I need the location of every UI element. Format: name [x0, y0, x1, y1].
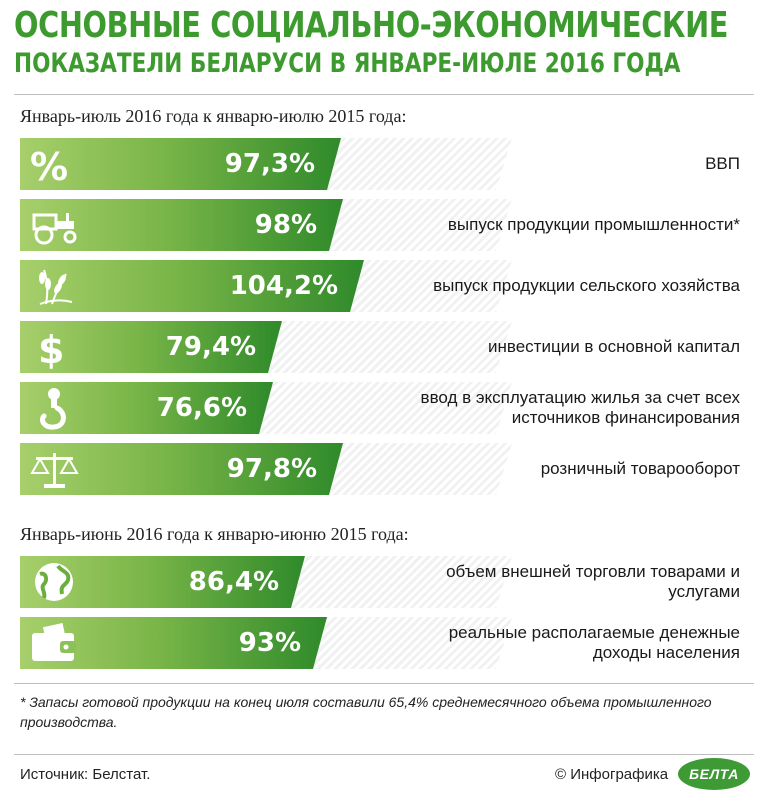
belta-logo: БЕЛТА — [678, 758, 750, 790]
scales-icon — [26, 447, 82, 491]
tractor-icon — [26, 203, 82, 247]
title-line-2: ПОКАЗАТЕЛИ БЕЛАРУСИ В ЯНВАРЕ-ИЮЛЕ 2016 Г… — [14, 48, 681, 79]
indicator-row: $79,4% инвестиции в основной капитал — [20, 321, 758, 373]
source-text: Источник: Белстат. — [20, 766, 151, 783]
footnote-divider — [14, 683, 754, 684]
indicator-row: % 97,3% ВВП — [20, 138, 758, 190]
indicator-label: выпуск продукции промышленности* — [447, 214, 740, 234]
indicator-label: объем внешней торговли товарами и услуга… — [446, 561, 740, 601]
indicator-label: розничный товарооборот — [540, 458, 740, 478]
bar-value-label: 86,4% — [188, 567, 279, 597]
page-title: ОСНОВНЫЕ СОЦИАЛЬНО-ЭКОНОМИЧЕСКИЕ ПОКАЗАТ… — [14, 5, 754, 79]
bar-value-label: 93% — [238, 628, 301, 658]
section-label-july: Январь-июль 2016 года к январю-июлю 2015… — [20, 106, 407, 126]
indicator-row: 76,6% ввод в эксплуатацию жилья за счет в… — [20, 382, 758, 434]
percent-icon: % — [26, 142, 82, 189]
indicator-label: инвестиции в основной капитал — [488, 336, 740, 356]
indicator-row: 93% реальные располагаемые денежные доход… — [20, 617, 758, 669]
footnote: * Запасы готовой продукции на конец июля… — [20, 694, 712, 730]
title-line-1: ОСНОВНЫЕ СОЦИАЛЬНО-ЭКОНОМИЧЕСКИЕ — [14, 5, 729, 46]
value-bar — [20, 260, 364, 312]
svg-text:$: $ — [38, 328, 64, 369]
indicator-label: ввод в эксплуатацию жилья за счет всех и… — [420, 387, 740, 427]
credit-text: © Инфографика — [555, 766, 669, 783]
section-label-june: Январь-июнь 2016 года к январю-июню 2015… — [20, 524, 409, 544]
value-bar — [20, 321, 282, 373]
bar-value-label: 104,2% — [229, 271, 338, 301]
svg-text:%: % — [30, 145, 68, 186]
wallet-icon — [26, 621, 82, 665]
wheat-icon — [26, 264, 82, 308]
indicator-row: 86,4% объем внешней торговли товарами и у… — [20, 556, 758, 608]
title-divider — [14, 94, 754, 95]
indicator-label: выпуск продукции сельского хозяйства — [433, 275, 740, 295]
bar-value-label: 97,3% — [224, 149, 315, 179]
globe-icon — [26, 560, 82, 604]
bar-value-label: 98% — [254, 210, 317, 240]
indicator-label: реальные располагаемые денежные доходы н… — [448, 622, 740, 662]
dollar-icon: $ — [26, 325, 82, 372]
bar-value-label: 79,4% — [165, 332, 256, 362]
crane-hook-icon — [26, 386, 82, 430]
indicator-label: ВВП — [705, 153, 740, 173]
value-bar — [20, 138, 341, 190]
indicator-row: 104,2% выпуск продукции сельского хозяйст… — [20, 260, 758, 312]
indicator-row: 98% выпуск продукции промышленности* — [20, 199, 758, 251]
bar-value-label: 76,6% — [156, 393, 247, 423]
bar-value-label: 97,8% — [226, 454, 317, 484]
indicator-row: 97,8% розничный товарооборот — [20, 443, 758, 495]
footer-divider — [14, 754, 754, 755]
